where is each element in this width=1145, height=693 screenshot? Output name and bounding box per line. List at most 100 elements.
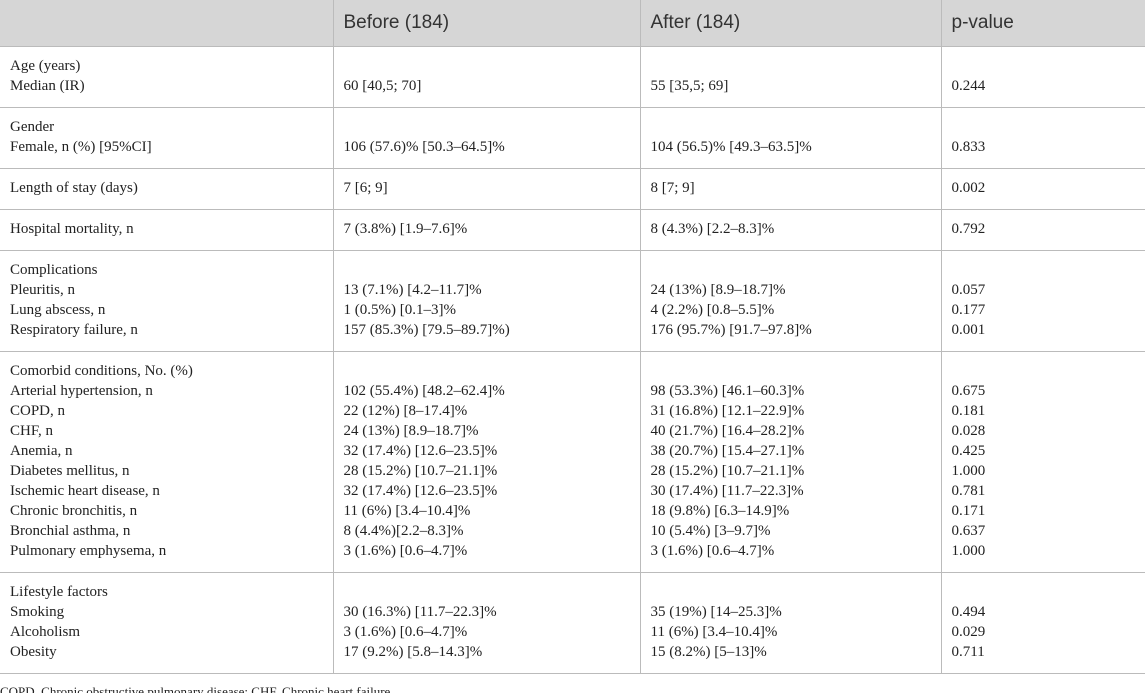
cell: 106 (57.6)% [50.3–64.5]% <box>332 106 640 168</box>
section-row: Age (years) Median (IR) 60 [40,5; 70] 55 [3… <box>0 45 1145 107</box>
row-label: Alcoholism <box>10 623 80 640</box>
cell: 8 [7; 9] <box>639 167 941 209</box>
spacer <box>651 361 931 381</box>
spacer <box>952 361 1136 381</box>
cell-value: 11 (6%) [3.4–10.4]% <box>343 502 471 519</box>
spacer <box>344 582 630 602</box>
cell-value: 1 (0.5%) [0.1–3]% <box>343 301 456 318</box>
header-row: Before (184) After (184) p-value <box>0 0 1145 46</box>
cell-value: 24 (13%) [8.9–18.7]% <box>650 281 786 298</box>
spacer <box>651 260 931 280</box>
cell: 7 [6; 9] <box>332 167 640 209</box>
footnote: COPD, Chronic obstructive pulmonary dise… <box>0 683 394 693</box>
cell-value: 4 (2.2%) [0.8–5.5]% <box>650 301 775 318</box>
cell-value: 40 (21.7%) [16.4–28.2]% <box>650 422 805 439</box>
spacer <box>344 56 630 76</box>
spacer <box>651 56 931 76</box>
row-label: Pulmonary emphysema, n <box>10 542 167 559</box>
cell-value: 3 (1.6%) [0.6–4.7]% <box>650 542 775 559</box>
spacer <box>344 361 630 381</box>
cell-value: 22 (12%) [8–17.4]% <box>343 402 468 419</box>
cell-value: 7 [6; 9] <box>343 179 388 196</box>
section-title: Lifestyle factors <box>10 583 108 600</box>
row-label: Bronchial asthma, n <box>10 522 131 539</box>
cell: 13 (7.1%) [4.2–11.7]% 1 (0.5%) [0.1–3]% 15… <box>332 249 640 351</box>
cell-value: 17 (9.2%) [5.8–14.3]% <box>343 643 483 660</box>
cell-value: 3 (1.6%) [0.6–4.7]% <box>343 623 468 640</box>
cell-value: 8 [7; 9] <box>650 179 695 196</box>
cell-value: 38 (20.7%) [15.4–27.1]% <box>650 442 805 459</box>
cell-value: 60 [40,5; 70] <box>343 77 422 94</box>
header-cell: After (184) <box>639 0 941 46</box>
cell: 24 (13%) [8.9–18.7]% 4 (2.2%) [0.8–5.5]% 1… <box>639 249 941 351</box>
cell-value: 0.171 <box>951 502 986 519</box>
cell: 0.002 <box>940 167 1145 209</box>
cell-value: 0.637 <box>951 522 986 539</box>
cell-value: 1.000 <box>951 462 986 479</box>
cell-value: 31 (16.8%) [12.1–22.9]% <box>650 402 805 419</box>
row-label: Chronic bronchitis, n <box>10 502 138 519</box>
cell-value: 7 (3.8%) [1.9–7.6]% <box>343 220 468 237</box>
row-label: Smoking <box>10 603 65 620</box>
cell: 102 (55.4%) [48.2–62.4]% 22 (12%) [8–17.4… <box>332 350 640 572</box>
cell: 0.057 0.177 0.001 <box>940 249 1145 351</box>
cell-value: 0.244 <box>951 77 986 94</box>
row-label: Median (IR) <box>10 77 85 94</box>
row-label: Length of stay (days) <box>10 179 138 196</box>
cell-value: 102 (55.4%) [48.2–62.4]% <box>343 382 505 399</box>
spacer <box>952 260 1136 280</box>
row-label: CHF, n <box>10 422 53 439</box>
cell-value: 0.711 <box>951 643 985 660</box>
cell: 104 (56.5)% [49.3–63.5]% <box>639 106 941 168</box>
cell-value: 18 (9.8%) [6.3–14.9]% <box>650 502 790 519</box>
section-row: Comorbid conditions, No. (%) Arterial hyp… <box>0 350 1145 572</box>
spacer <box>952 117 1136 137</box>
cell: 8 (4.3%) [2.2–8.3]% <box>639 208 941 250</box>
cell: 35 (19%) [14–25.3]% 11 (6%) [3.4–10.4]% 15… <box>639 571 941 674</box>
cell-value: 0.675 <box>951 382 986 399</box>
cell: 60 [40,5; 70] <box>332 45 640 107</box>
cell: 7 (3.8%) [1.9–7.6]% <box>332 208 640 250</box>
section-title: Gender <box>10 118 55 135</box>
cell: 0.675 0.181 0.028 0.425 1.000 0.781 0.171 0.637… <box>940 350 1145 572</box>
cell: 0.494 0.029 0.711 <box>940 571 1145 674</box>
cell-value: 15 (8.2%) [5–13]% <box>650 643 767 660</box>
row-label: Lung abscess, n <box>10 301 106 318</box>
cell-value: 1.000 <box>951 542 986 559</box>
cell: 0.244 <box>940 45 1145 107</box>
cell-value: 0.494 <box>951 603 986 620</box>
cell-value: 0.425 <box>951 442 986 459</box>
cell-value: 32 (17.4%) [12.6–23.5]% <box>343 482 498 499</box>
cell-value: 11 (6%) [3.4–10.4]% <box>650 623 778 640</box>
cell: Age (years) Median (IR) <box>0 45 333 107</box>
section-row: Length of stay (days) 7 [6; 9] 8 [7; 9] 0.0… <box>0 167 1145 209</box>
header-cell: p-value <box>940 0 1145 46</box>
header-cell <box>0 0 333 46</box>
section-row: Gender Female, n (%) [95%CI] 106 (57.6)% [… <box>0 106 1145 168</box>
row-label: Ischemic heart disease, n <box>10 482 160 499</box>
cell-value: 0.792 <box>951 220 986 237</box>
cell-value: 55 [35,5; 69] <box>650 77 729 94</box>
cell-value: 24 (13%) [8.9–18.7]% <box>343 422 479 439</box>
spacer <box>952 56 1136 76</box>
spacer <box>651 117 931 137</box>
cell-value: 10 (5.4%) [3–9.7]% <box>650 522 771 539</box>
cell: 98 (53.3%) [46.1–60.3]% 31 (16.8%) [12.1–… <box>639 350 941 572</box>
cell-value: 0.177 <box>951 301 986 318</box>
cell-value: 98 (53.3%) [46.1–60.3]% <box>650 382 805 399</box>
data-table: Before (184) After (184) p-value Age (ye… <box>0 0 1145 674</box>
cell-value: 30 (16.3%) [11.7–22.3]% <box>343 603 497 620</box>
cell-value: 8 (4.3%) [2.2–8.3]% <box>650 220 775 237</box>
row-label: Anemia, n <box>10 442 73 459</box>
row-label: Obesity <box>10 643 57 660</box>
cell: 55 [35,5; 69] <box>639 45 941 107</box>
cell-value: 0.781 <box>951 482 986 499</box>
section-row: Lifestyle factors Smoking Alcoholism Obesit… <box>0 571 1145 674</box>
spacer <box>651 582 931 602</box>
cell-value: 0.057 <box>951 281 986 298</box>
cell-value: 106 (57.6)% [50.3–64.5]% <box>343 138 505 155</box>
cell-value: 0.002 <box>951 179 986 196</box>
row-label: Respiratory failure, n <box>10 321 138 338</box>
cell-value: 3 (1.6%) [0.6–4.7]% <box>343 542 468 559</box>
